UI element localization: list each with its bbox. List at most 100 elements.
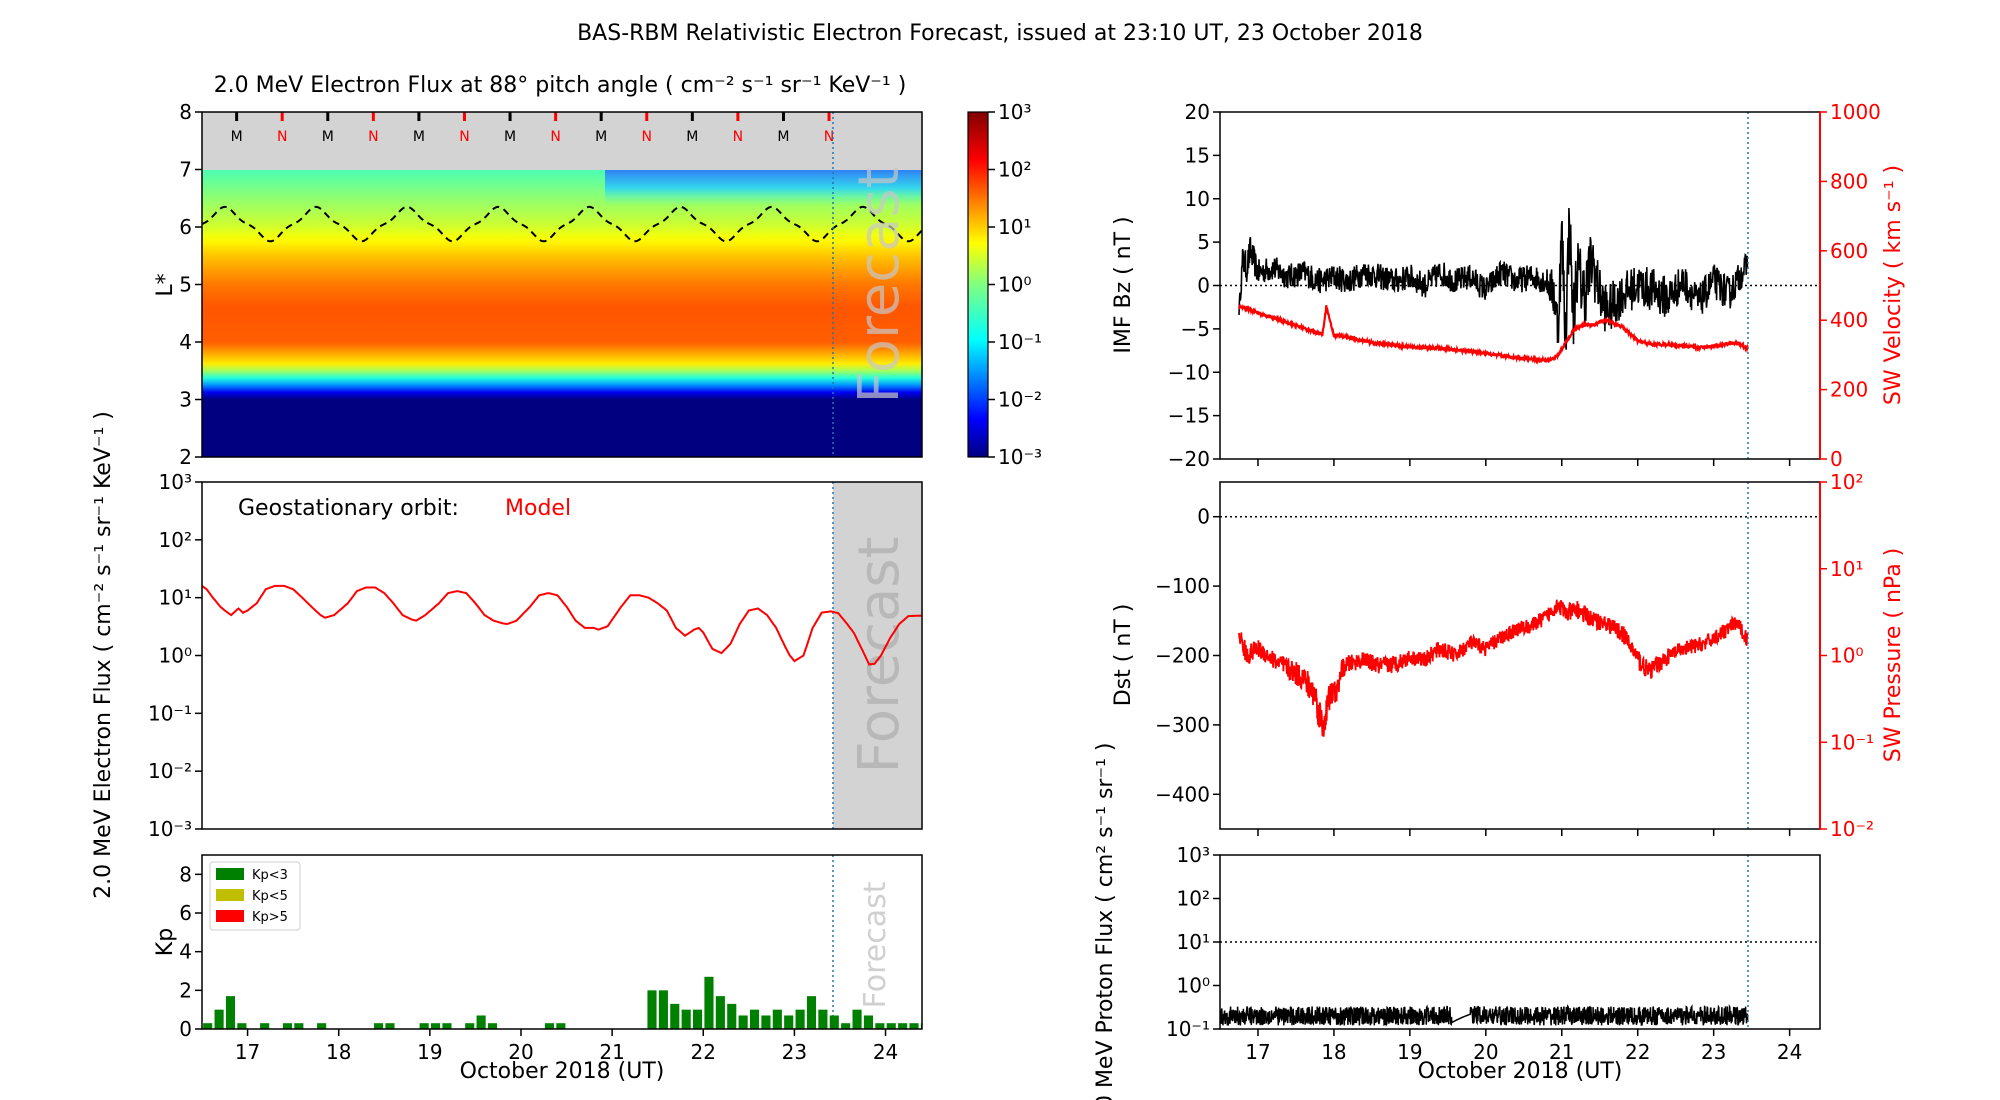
lstar-y-tick-label: 2 (179, 445, 192, 469)
geo-forecast-text: Forecast (847, 537, 912, 774)
kp-bar (1023, 1023, 1032, 1029)
dst-yr-tick-label: 10⁰ (1830, 644, 1863, 668)
proton-x-tick-label: 17 (1245, 1040, 1270, 1064)
lstar-plot: M N M N M N M N M N M N M N Forecast (202, 112, 922, 457)
lstar-y-tick-label: 8 (179, 100, 192, 124)
dst-panel: −400 −300 −200 −100 0 10⁻² 10⁻¹ 10⁰ 10¹ 10² Dst … (1111, 470, 1906, 841)
kp-bar (795, 1009, 805, 1029)
kp-bar (681, 1009, 691, 1029)
dst-y-tick-label: −400 (1155, 782, 1210, 806)
lstar-panel: 2.0 MeV Electron Flux at 88° pitch angle… (153, 73, 1042, 469)
colorbar-tick-label: 10¹ (998, 215, 1031, 239)
geo-series-label: Model (505, 496, 571, 521)
proton-x-ticks: 17 18 19 20 21 22 23 24 (1245, 1029, 1802, 1064)
geo-annotation: Geostationary orbit: (238, 496, 459, 521)
imf-y-tick-label: 5 (1197, 230, 1210, 254)
proton-x-tick-label: 18 (1321, 1040, 1346, 1064)
imf-yr-tick-label: 600 (1830, 239, 1868, 263)
kp-bar (727, 1003, 737, 1029)
kp-bar (875, 1023, 885, 1029)
kp-bar (237, 1023, 247, 1029)
kp-xlabel: October 2018 (UT) (460, 1059, 665, 1084)
kp-bar (214, 1009, 224, 1029)
geo-y-tick-label: 10² (159, 528, 192, 552)
imf-y-tick-label: 10 (1185, 187, 1210, 211)
kp-legend-label-high: Kp>5 (252, 910, 288, 925)
proton-x-tick-label: 22 (1625, 1040, 1650, 1064)
kp-legend: Kp<3 Kp<5 Kp>5 (209, 861, 301, 931)
proton-plot (1220, 855, 1820, 1029)
dst-y-tick-label: −200 (1155, 644, 1210, 668)
imf-plot (1220, 112, 1820, 459)
imf-ylabel: IMF Bz ( nT ) (1111, 216, 1136, 353)
proton-y-ticks: 10⁻¹ 10⁰ 10¹ 10² 10³ (1166, 843, 1220, 1041)
proton-ylabel: >10 MeV Proton Flux ( cm² s⁻¹ sr⁻¹ ) (1093, 743, 1118, 1100)
kp-bar (955, 1023, 964, 1029)
proton-x-tick-label: 19 (1397, 1040, 1422, 1064)
colorbar-tick-label: 10⁻¹ (998, 330, 1042, 354)
dst-plot (1220, 482, 1820, 829)
geo-y-tick-label: 10³ (159, 470, 192, 494)
imf-right-y-ticks: 0 200 400 600 800 1000 (1820, 100, 1881, 471)
geo-ylabel: 2.0 MeV Electron Flux ( cm⁻² s⁻¹ sr⁻¹ Ke… (91, 411, 116, 899)
geo-panel: Forecast Geostationary orbit: Model 10⁻³… (91, 411, 923, 899)
colorbar-tick-label: 10³ (998, 100, 1031, 124)
kp-plot: Forecast (203, 855, 1032, 1029)
kp-bar (852, 1009, 862, 1029)
magnetopause-marker-label: N (642, 129, 652, 145)
kp-bar (944, 1023, 953, 1029)
magnetopause-marker-label: M (231, 129, 243, 145)
colorbar-tick-label: 10⁰ (998, 273, 1031, 297)
kp-ylabel: Kp (153, 928, 178, 956)
kp-bar (818, 1009, 828, 1029)
magnetopause-marker-label: M (504, 129, 516, 145)
imf-yr-tick-label: 1000 (1830, 100, 1881, 124)
proton-x-tick-label: 21 (1549, 1040, 1574, 1064)
kp-bar (419, 1023, 429, 1029)
imf-yr-tick-label: 0 (1830, 447, 1843, 471)
kp-x-tick-label: 24 (873, 1040, 898, 1064)
magnetopause-marker-label: M (595, 129, 607, 145)
proton-y-tick-label: 10⁰ (1177, 974, 1210, 998)
kp-y-ticks: 0 2 4 6 8 (179, 862, 202, 1041)
lstar-y-tick-label: 3 (179, 388, 192, 412)
kp-bar (282, 1023, 292, 1029)
kp-legend-label-low: Kp<3 (252, 868, 288, 883)
kp-y-tick-label: 2 (179, 978, 192, 1002)
dst-axes-frame (1219, 481, 1821, 830)
proton-y-tick-label: 10³ (1177, 843, 1210, 867)
colorbar-ticks: 10⁻³ 10⁻² 10⁻¹ 10⁰ 10¹ 10² 10³ (988, 100, 1042, 469)
magnetopause-marker-label: N (733, 129, 743, 145)
lstar-y-tick-label: 6 (179, 215, 192, 239)
kp-bar (886, 1023, 896, 1029)
geo-forecast-shade (833, 482, 922, 829)
kp-bar (761, 1015, 771, 1029)
magnetopause-marker-label: M (686, 129, 698, 145)
kp-forecast-text: Forecast (858, 881, 893, 1008)
dst-ylabel-right: SW Pressure ( nPa ) (1881, 548, 1906, 763)
imf-yr-tick-label: 200 (1830, 378, 1868, 402)
dst-yr-tick-label: 10⁻¹ (1830, 730, 1874, 754)
kp-y-tick-label: 8 (179, 862, 192, 886)
imf-y-tick-label: −15 (1168, 404, 1210, 428)
dst-y-tick-label: −300 (1155, 713, 1210, 737)
magnetopause-marker-label: N (824, 129, 834, 145)
kp-bar (749, 1009, 760, 1029)
proton-y-tick-label: 10² (1177, 887, 1210, 911)
magnetopause-marker-label: M (413, 129, 425, 145)
kp-x-ticks: 17 18 19 20 21 22 23 24 (235, 1029, 898, 1064)
kp-x-tick-label: 18 (326, 1040, 351, 1064)
kp-axes-frame (201, 854, 923, 1030)
kp-x-tick-label: 19 (417, 1040, 442, 1064)
proton-y-tick-label: 10⁻¹ (1166, 1017, 1210, 1041)
imf-y-tick-label: −5 (1181, 317, 1210, 341)
magnetopause-marker-label: M (322, 129, 334, 145)
kp-legend-swatch-mid (216, 889, 244, 901)
kp-bar (647, 990, 657, 1029)
lstar-heatmap-overlay (605, 170, 922, 206)
kp-bar (898, 1023, 908, 1029)
kp-bar (841, 1023, 851, 1029)
lstar-heatmap (202, 170, 922, 457)
magnetopause-marker-label: M (777, 129, 789, 145)
